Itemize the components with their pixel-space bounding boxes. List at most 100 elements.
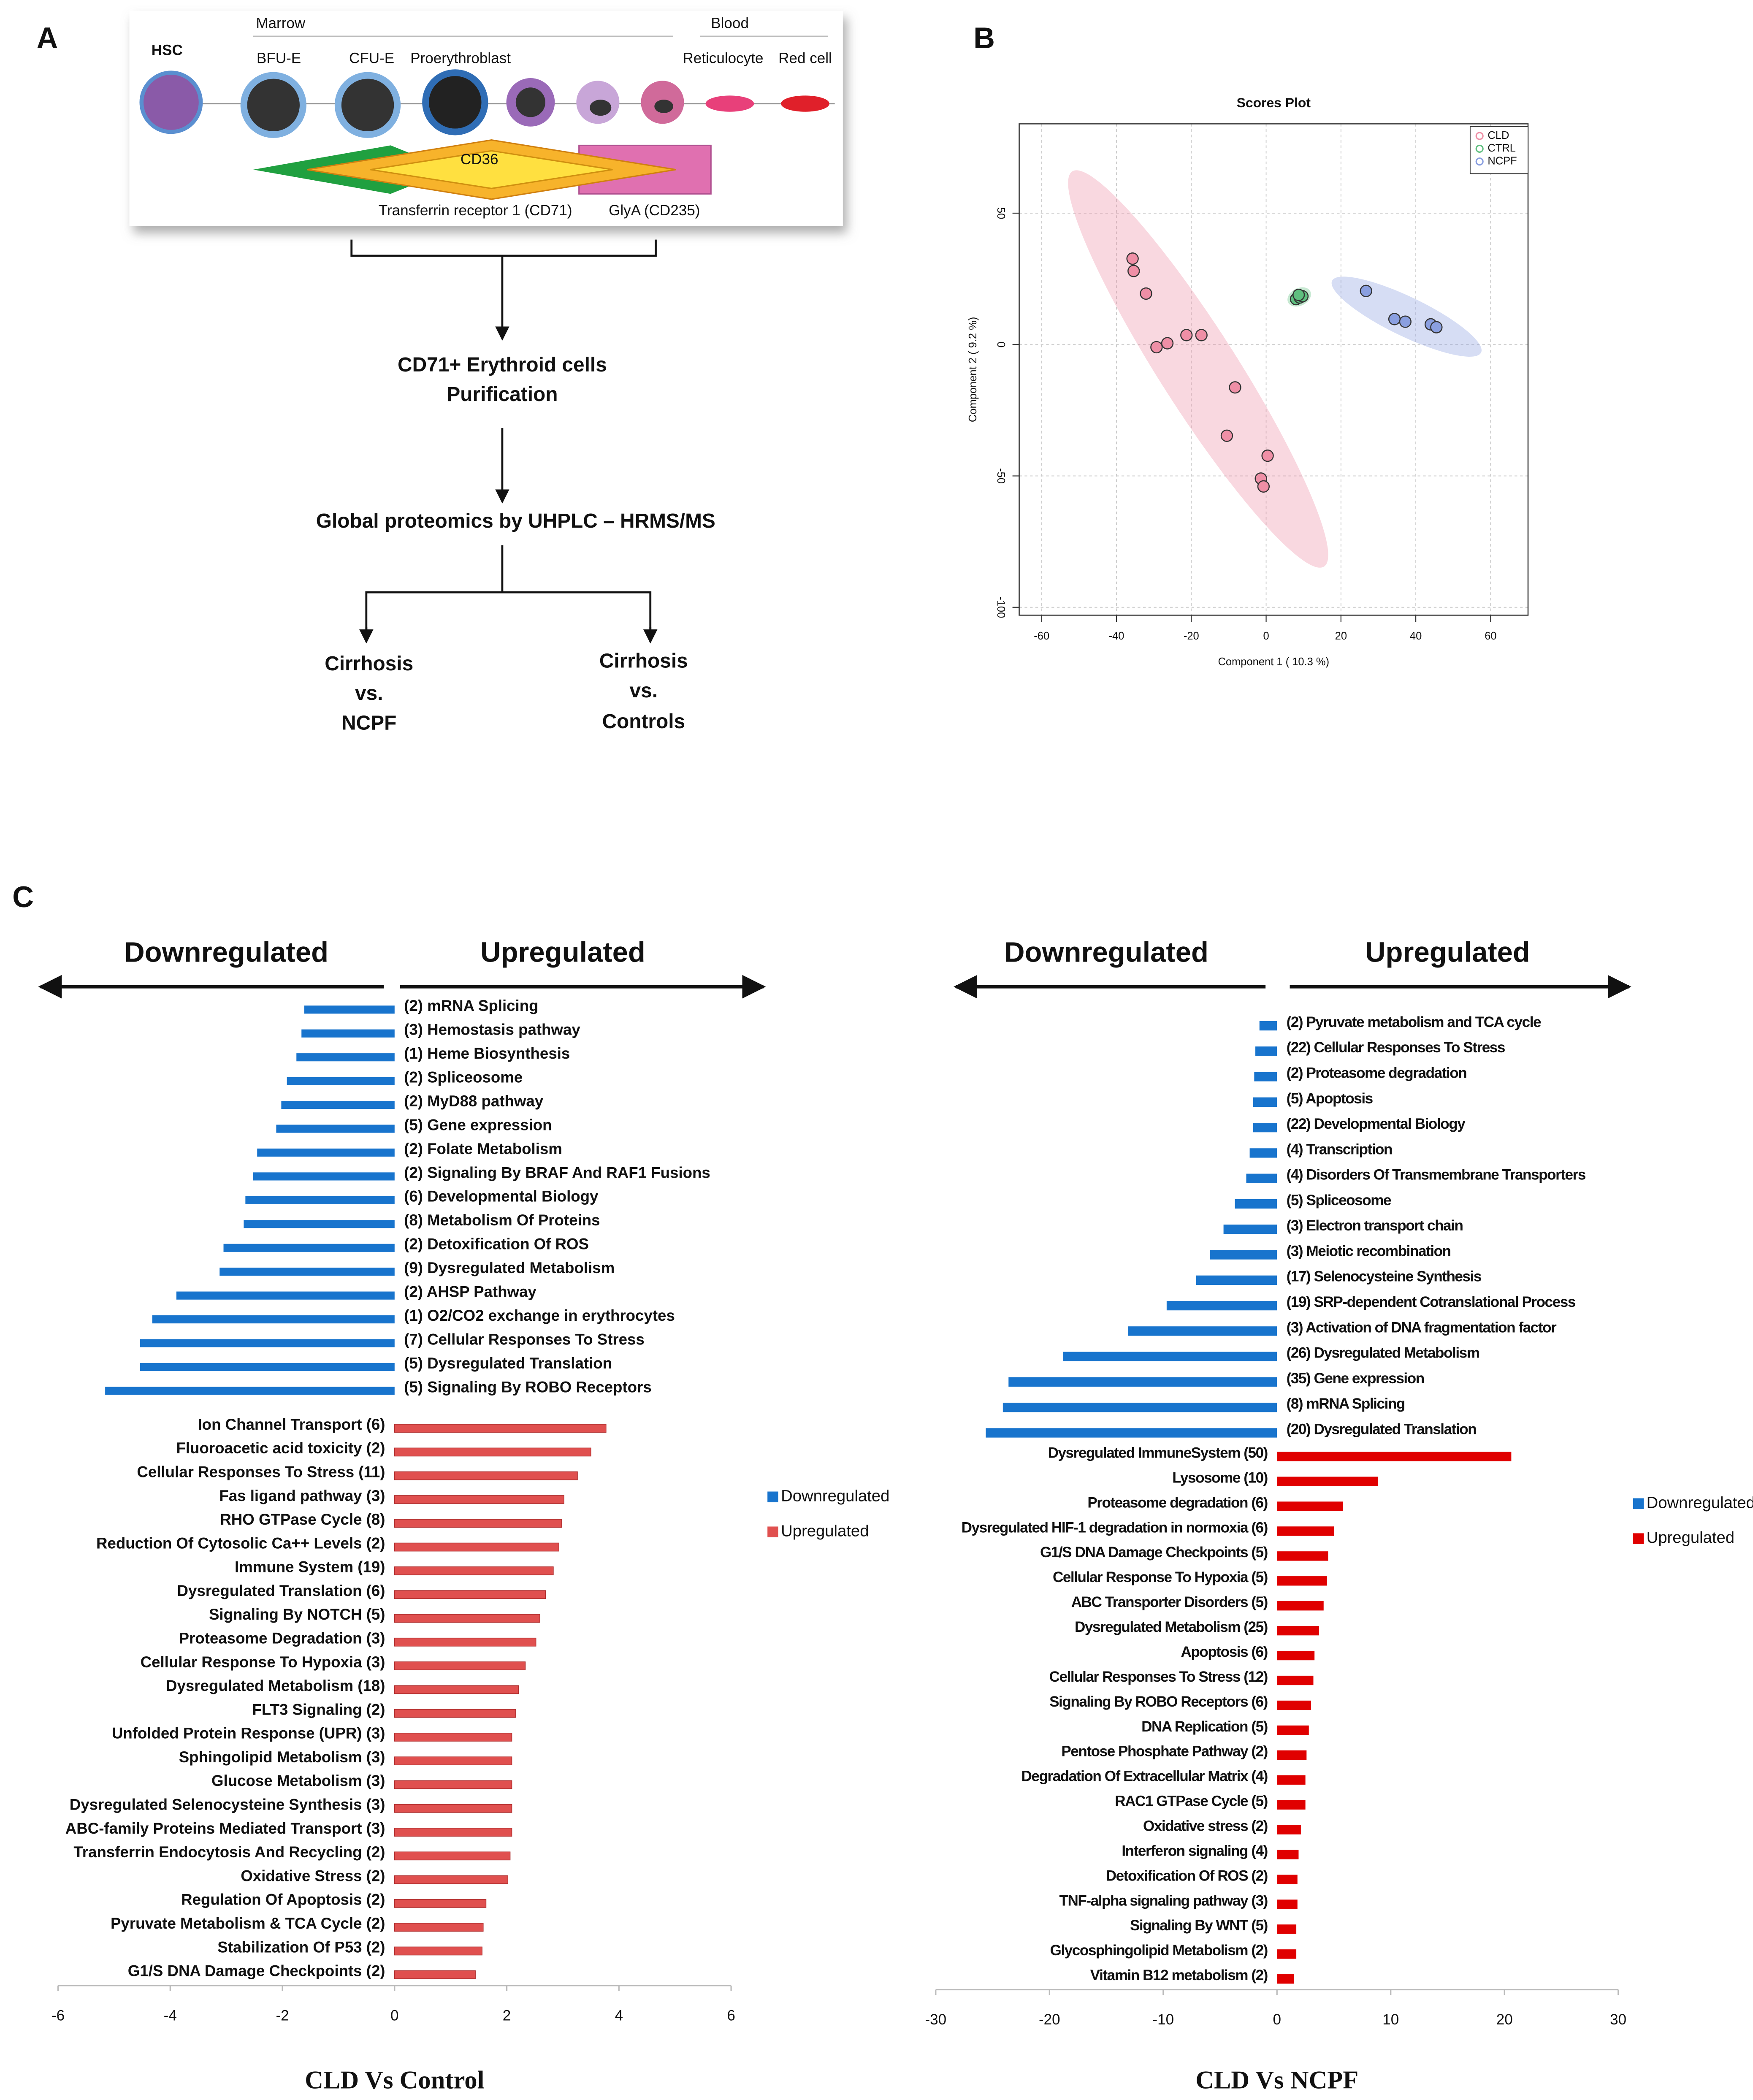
category-label: Immune System (19) (235, 1558, 385, 1576)
category-label: Oxidative Stress (2) (241, 1867, 385, 1884)
bar (1277, 1924, 1297, 1934)
bar (986, 1428, 1277, 1438)
category-label: (3) Hemostasis pathway (404, 1021, 580, 1038)
category-label: (2) Pyruvate metabolism and TCA cycle (1287, 1014, 1541, 1030)
category-label: (1) Heme Biosynthesis (404, 1045, 570, 1062)
category-label: Unfolded Protein Response (UPR) (3) (112, 1725, 385, 1742)
category-label: (2) MyD88 pathway (404, 1092, 544, 1110)
bar (301, 1029, 395, 1038)
category-label: (8) mRNA Splicing (1287, 1395, 1405, 1412)
bar (394, 1519, 562, 1528)
category-label: (3) Meiotic recombination (1287, 1243, 1451, 1259)
bar (296, 1053, 395, 1062)
comparison-text: Cirrhosis (325, 653, 413, 675)
category-label: (3) Electron transport chain (1287, 1217, 1463, 1234)
bar (1277, 1949, 1297, 1959)
category-label: (5) Signaling By ROBO Receptors (404, 1378, 652, 1395)
legend-label: CLD (1487, 130, 1509, 141)
bar (1277, 1601, 1324, 1611)
category-label: FLT3 Signaling (2) (252, 1701, 385, 1718)
point (1220, 429, 1233, 442)
panel-label: A (37, 21, 58, 54)
bar (394, 1946, 482, 1956)
legend-label: Upregulated (781, 1522, 869, 1540)
bar (219, 1268, 395, 1276)
x-tick-label: 0 (390, 2008, 399, 2024)
category-label: Signaling By ROBO Receptors (6) (1049, 1694, 1268, 1710)
category-label: (5) Dysregulated Translation (404, 1355, 612, 1372)
bar (394, 1424, 607, 1433)
stage-label: Proerythroblast (410, 50, 511, 67)
cell (334, 72, 401, 138)
y-tick-label: -100 (995, 596, 1007, 618)
direction-label: Downregulated (1004, 937, 1208, 968)
category-label: (20) Dysregulated Translation (1287, 1421, 1477, 1437)
point (1140, 287, 1152, 300)
branch (365, 545, 652, 641)
bar (1277, 1850, 1299, 1859)
category-label: Pentose Phosphate Pathway (2) (1061, 1743, 1268, 1760)
bar (276, 1125, 395, 1133)
category-label: Pyruvate Metabolism & TCA Cycle (2) (111, 1915, 385, 1932)
category-label: DNA Replication (5) (1141, 1718, 1268, 1735)
bar (394, 1875, 509, 1884)
bar (1277, 1974, 1294, 1984)
marker-label: GlyA (CD235) (609, 202, 700, 219)
legend-swatch (1633, 1498, 1644, 1509)
bar (1246, 1173, 1277, 1183)
bar (1277, 1725, 1309, 1735)
bar (394, 1733, 512, 1742)
bar (394, 1899, 487, 1908)
group-label: Marrow (256, 15, 306, 32)
x-tick-label: -60 (1034, 630, 1049, 642)
erythropoiesis-diagram: Marrow Blood HSC BFU-E CFU-E Proerythrob… (129, 11, 843, 226)
bar (244, 1220, 395, 1228)
category-label: (5) Apoptosis (1287, 1090, 1373, 1107)
bar (281, 1101, 395, 1109)
category-label: Dysregulated Translation (6) (177, 1582, 385, 1599)
marker-label: Transferrin receptor 1 (CD71) (379, 202, 572, 219)
category-label: G1/S DNA Damage Checkpoints (2) (128, 1962, 385, 1980)
legend-swatch (767, 1491, 778, 1503)
category-label: Transferrin Endocytosis And Recycling (2… (73, 1843, 385, 1861)
comparison-text: Controls (602, 710, 685, 733)
confidence-ellipse (1068, 170, 1328, 568)
bar (223, 1244, 395, 1252)
category-label: (6) Developmental Biology (404, 1188, 599, 1205)
x-tick-label: 20 (1496, 2011, 1513, 2028)
category-label: RHO GTPase Cycle (8) (220, 1511, 385, 1528)
category-label: Degradation Of Extracellular Matrix (4) (1021, 1768, 1268, 1785)
bar (140, 1363, 395, 1371)
category-label: Sphingolipid Metabolism (3) (179, 1748, 385, 1766)
category-label: Reduction Of Cytosolic Ca++ Levels (2) (96, 1534, 385, 1552)
bar (1210, 1250, 1277, 1260)
bar (1253, 1097, 1277, 1107)
bar (394, 1780, 512, 1789)
bar (253, 1172, 395, 1181)
x-tick-label: -20 (1039, 2011, 1060, 2028)
category-label: G1/S DNA Damage Checkpoints (5) (1040, 1544, 1268, 1561)
category-label: TNF-alpha signaling pathway (3) (1059, 1892, 1268, 1909)
bar (394, 1923, 484, 1932)
category-label: (2) Spliceosome (404, 1068, 523, 1086)
point (1360, 285, 1372, 297)
nucleus (590, 99, 612, 116)
category-label: Lysosome (10) (1172, 1469, 1268, 1486)
cell (240, 72, 306, 138)
legend-box (1469, 126, 1528, 174)
category-label: (4) Disorders Of Transmembrane Transport… (1287, 1167, 1586, 1183)
point (1180, 329, 1193, 341)
bar (394, 1661, 526, 1670)
x-tick-label: -6 (51, 2008, 65, 2024)
stage-label: Reticulocyte (683, 50, 763, 67)
comparison-text: Cirrhosis (599, 650, 688, 672)
panel-label: C (12, 880, 34, 913)
category-label: (7) Cellular Responses To Stress (404, 1330, 645, 1348)
category-label: (2) AHSP Pathway (404, 1283, 536, 1301)
x-tick-label: -4 (164, 2008, 177, 2024)
bar (1277, 1899, 1298, 1909)
point (1229, 381, 1241, 394)
bar (394, 1851, 511, 1861)
y-axis-label: Component 2 ( 9.2 %) (967, 317, 979, 422)
